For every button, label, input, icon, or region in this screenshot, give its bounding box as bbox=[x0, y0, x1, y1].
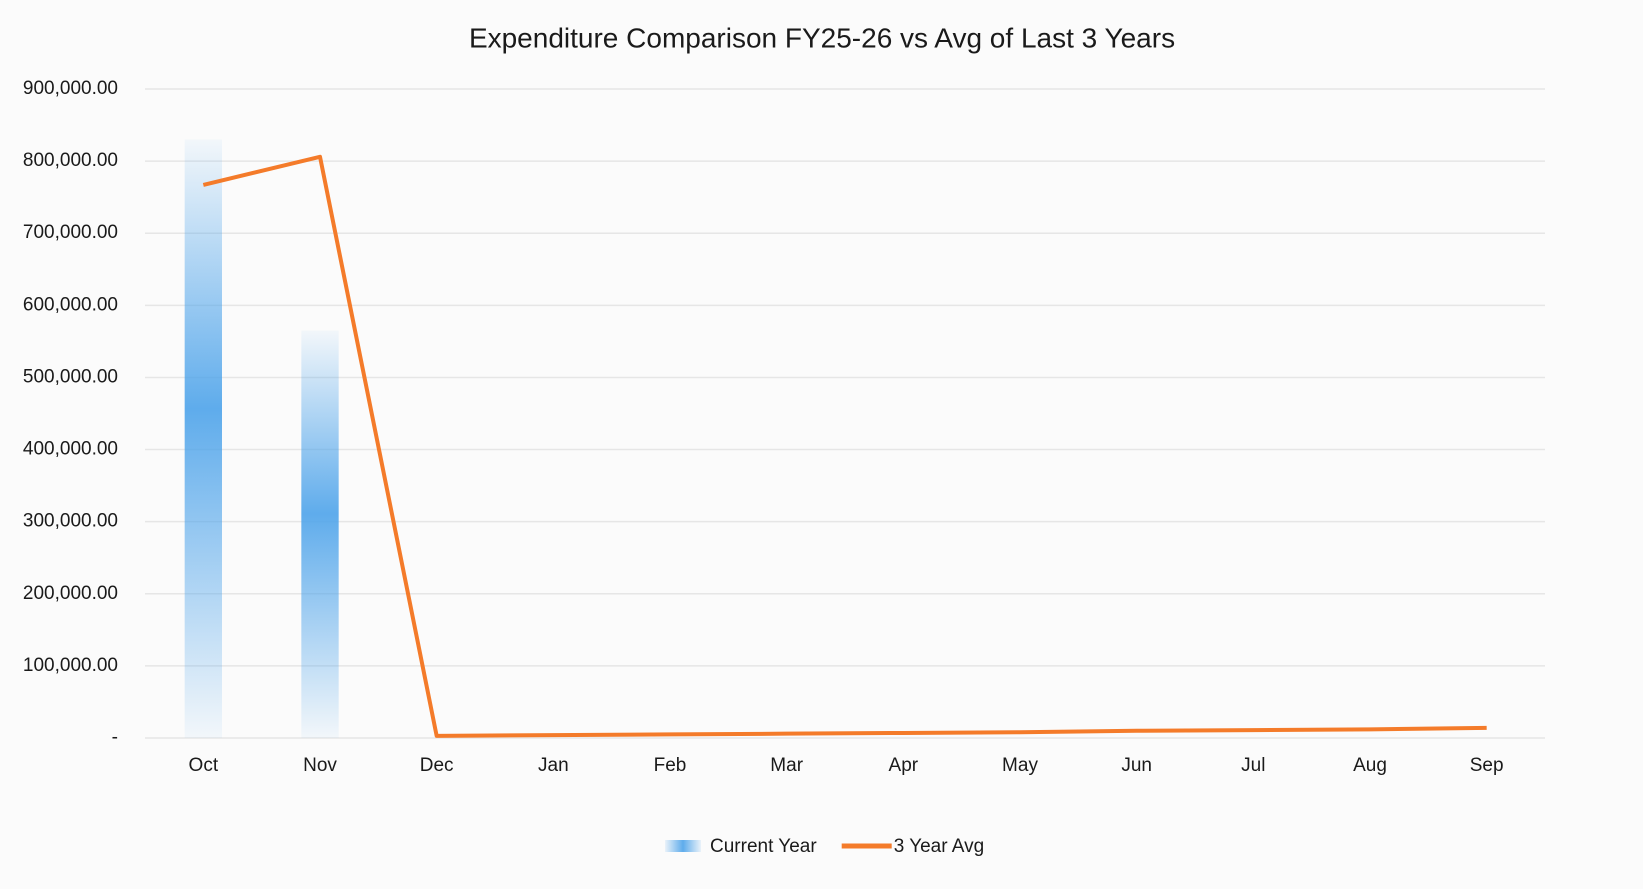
x-tick-label: Sep bbox=[1470, 755, 1504, 776]
x-tick-label: Aug bbox=[1353, 755, 1387, 776]
bar bbox=[301, 330, 339, 738]
y-tick-label: - bbox=[112, 727, 118, 748]
x-tick-label: Nov bbox=[303, 755, 337, 776]
y-tick-label: 200,000.00 bbox=[23, 583, 118, 604]
x-tick-label: Apr bbox=[889, 755, 919, 776]
y-tick-label: 600,000.00 bbox=[23, 294, 118, 315]
line bbox=[202, 154, 1487, 738]
y-tick-label: 900,000.00 bbox=[23, 78, 118, 99]
x-tick-label: Mar bbox=[770, 755, 803, 776]
chart-title: Expenditure Comparison FY25-26 vs Avg of… bbox=[469, 22, 1175, 53]
y-tick-label: 100,000.00 bbox=[23, 655, 118, 676]
x-tick-label: Jun bbox=[1121, 755, 1152, 776]
legend-label: 3 Year Avg bbox=[894, 836, 985, 857]
x-tick-label: Dec bbox=[420, 755, 454, 776]
y-tick-label: 800,000.00 bbox=[23, 150, 118, 171]
x-tick-label: Jul bbox=[1241, 755, 1265, 776]
y-tick-label: 700,000.00 bbox=[23, 222, 118, 243]
y-tick-label: 300,000.00 bbox=[23, 511, 118, 532]
x-tick-label: Feb bbox=[654, 755, 687, 776]
x-tick-label: May bbox=[1002, 755, 1038, 776]
bar bbox=[184, 139, 222, 738]
x-tick-label: Oct bbox=[189, 755, 219, 776]
legend-swatch bbox=[665, 840, 701, 852]
legend-label: Current Year bbox=[710, 836, 817, 857]
y-tick-label: 500,000.00 bbox=[23, 366, 118, 387]
y-tick-label: 400,000.00 bbox=[23, 439, 118, 460]
x-tick-label: Jan bbox=[538, 755, 569, 776]
